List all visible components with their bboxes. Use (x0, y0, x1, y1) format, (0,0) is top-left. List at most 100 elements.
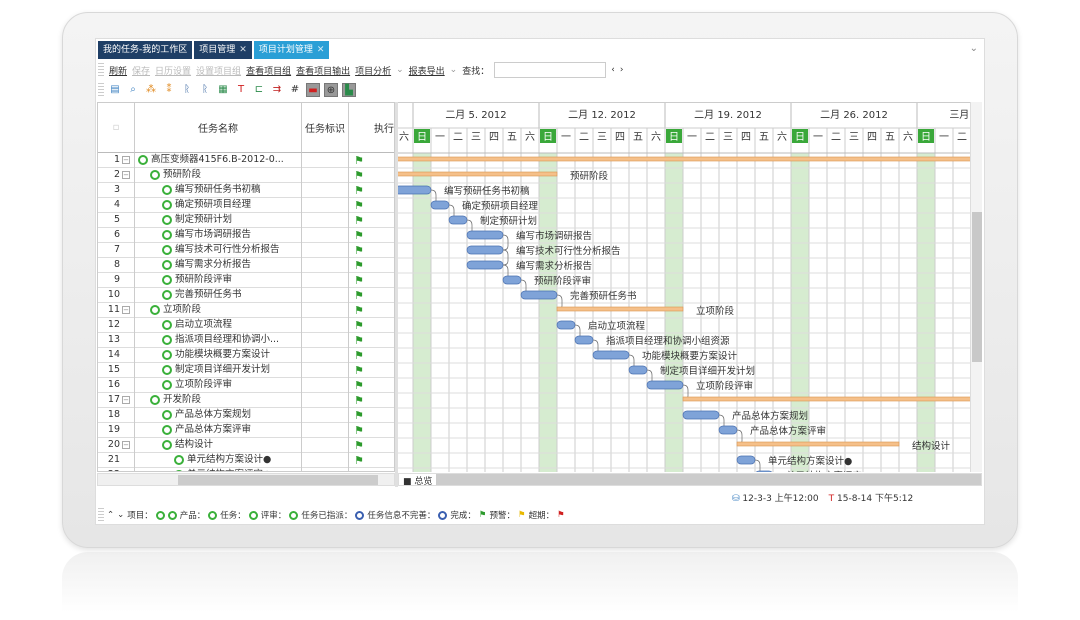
weekday-cell (828, 129, 844, 143)
split-icon[interactable]: ▦ (218, 84, 228, 95)
summary-bar[interactable] (736, 441, 900, 447)
gantt-horizontal-scrollbar[interactable]: ■ 总览 (398, 473, 982, 487)
scroll-thumb[interactable] (178, 475, 378, 485)
gantt-view-icon[interactable]: ▙ (342, 83, 356, 97)
task-bar[interactable] (736, 455, 756, 465)
print-icon[interactable]: ▤ (110, 84, 120, 95)
table-row[interactable]: 16 立项阶段评审 ⚑ (98, 378, 394, 393)
table-row[interactable]: 18 产品总体方案规划 ⚑ (98, 408, 394, 423)
scroll-thumb[interactable] (972, 212, 982, 362)
table-row[interactable]: 22 单元结构方案评审● ⚑ (98, 468, 394, 471)
task-bar[interactable] (574, 335, 594, 345)
refresh-button[interactable]: 刷新 (109, 66, 128, 77)
collapse-toggle[interactable]: − (122, 441, 130, 449)
table-row[interactable]: 2− 预研阶段 ⚑ (98, 168, 394, 183)
table-row[interactable]: 20− 结构设计 ⚑ (98, 438, 394, 453)
table-row[interactable]: 4 确定预研项目经理 ⚑ (98, 198, 394, 213)
table-row[interactable]: 10 完善预研任务书 ⚑ (98, 288, 394, 303)
table-horizontal-scrollbar[interactable] (97, 473, 395, 486)
task-bar[interactable] (682, 410, 720, 420)
close-icon[interactable]: ✕ (316, 45, 325, 55)
export-menu[interactable]: 报表导出 (408, 66, 445, 77)
task-bar[interactable] (398, 185, 432, 195)
overview-tab[interactable]: ■ 总览 (399, 474, 437, 487)
save-button[interactable]: 保存 (132, 66, 151, 77)
table-row[interactable]: 6 编写市场调研报告 ⚑ (98, 228, 394, 243)
summary-bar[interactable] (398, 156, 970, 162)
task-bar[interactable] (755, 470, 773, 472)
critical-icon[interactable]: ⇉ (272, 84, 282, 95)
chevron-down-icon[interactable]: ⌄ (117, 510, 125, 520)
analysis-menu[interactable]: 项目分析 (355, 66, 392, 77)
table-row[interactable]: 19 产品总体方案评审 ⚑ (98, 423, 394, 438)
chevron-down-icon[interactable]: ⌄ (449, 65, 458, 75)
view-group-button[interactable]: 查看项目组 (246, 66, 292, 77)
collapse-toggle[interactable]: − (122, 306, 130, 314)
task-bar[interactable] (502, 275, 522, 285)
calendar-settings-button[interactable]: 日历设置 (155, 66, 192, 77)
task-bar[interactable] (466, 260, 504, 270)
grid-icon[interactable]: # (290, 84, 300, 95)
tab-my-workspace[interactable]: 我的任务-我的工作区 (98, 41, 193, 59)
table-row[interactable]: 14 功能模块概要方案设计 ⚑ (98, 348, 394, 363)
table-row[interactable]: 12 启动立项流程 ⚑ (98, 318, 394, 333)
column-header-mark[interactable]: 任务标识 (302, 103, 349, 153)
chevron-down-icon[interactable]: ⌄ (396, 65, 404, 75)
vertical-scrollbar[interactable] (970, 102, 982, 472)
view-output-button[interactable]: 查看项目输出 (296, 66, 351, 77)
collapse-toggle[interactable]: − (122, 171, 130, 179)
search-input[interactable] (494, 62, 607, 78)
status-circle-icon (355, 510, 365, 520)
pane-splitter[interactable] (395, 102, 398, 487)
close-icon[interactable]: ✕ (239, 45, 247, 55)
table-row[interactable]: 8 编写需求分析报告 ⚑ (98, 258, 394, 273)
prev-icon[interactable]: ‹ (611, 65, 615, 75)
task-name: 确定预研项目经理 (162, 198, 298, 212)
table-row[interactable]: 17− 开发阶段 ⚑ (98, 393, 394, 408)
level-icon[interactable]: ⊏ (254, 84, 264, 95)
task-bar[interactable] (448, 215, 468, 225)
tab-project-management[interactable]: 项目管理 ✕ (194, 41, 252, 59)
unlink-icon[interactable]: ᚱ (202, 84, 208, 95)
table-row[interactable]: 21 单元结构方案设计● ⚑ (98, 453, 394, 468)
chevron-down-icon[interactable]: ⌄ (969, 43, 978, 54)
set-group-button[interactable]: 设置项目组 (196, 66, 242, 77)
chevron-up-icon[interactable]: ⌃ (107, 510, 115, 520)
collapse-toggle[interactable]: − (122, 396, 130, 404)
task-bar[interactable] (520, 290, 558, 300)
target-icon[interactable]: ⊕ (324, 83, 338, 97)
column-header-exec[interactable]: 执行 (349, 103, 394, 153)
table-row[interactable]: 1− 高压变频器415F6.B-2012-0... ⚑ (98, 153, 394, 168)
table-row[interactable]: 5 制定预研计划 ⚑ (98, 213, 394, 228)
next-icon[interactable]: › (619, 65, 624, 75)
flag-icon: ⚑ (354, 454, 364, 467)
table-row[interactable]: 3 编写预研任务书初稿 ⚑ (98, 183, 394, 198)
task-bar[interactable] (466, 245, 504, 255)
task-bar[interactable] (628, 365, 648, 375)
tab-project-plan[interactable]: 项目计划管理 ✕ (253, 41, 330, 59)
outdent-icon[interactable]: ⁑ (166, 84, 172, 95)
indent-icon[interactable]: ⁂ (146, 84, 156, 95)
column-header-name[interactable]: 任务名称 (135, 103, 302, 153)
task-bar[interactable] (556, 320, 576, 330)
task-bar[interactable] (646, 380, 684, 390)
select-all-header[interactable]: ▫ (98, 103, 135, 153)
task-bar[interactable] (592, 350, 630, 360)
task-bar[interactable] (718, 425, 738, 435)
summary-bar[interactable] (682, 396, 970, 402)
collapse-toggle[interactable]: − (122, 156, 130, 164)
table-row[interactable]: 13 指派项目经理和协调小... ⚑ (98, 333, 394, 348)
table-row[interactable]: 11− 立项阶段 ⚑ (98, 303, 394, 318)
table-row[interactable]: 9 预研阶段评审 ⚑ (98, 273, 394, 288)
today-icon[interactable]: ▬ (306, 83, 320, 97)
summary-bar[interactable] (398, 171, 558, 177)
table-row[interactable]: 7 编写技术可行性分析报告 ⚑ (98, 243, 394, 258)
filter-icon[interactable]: T (237, 84, 245, 95)
task-bar[interactable] (430, 200, 450, 210)
task-bar[interactable] (466, 230, 504, 240)
table-row[interactable]: 15 制定项目详细开发计划 ⚑ (98, 363, 394, 378)
bar-label: 制定预研计划 (480, 215, 537, 227)
preview-icon[interactable]: ⌕ (130, 84, 136, 95)
summary-bar[interactable] (556, 306, 684, 312)
link-icon[interactable]: ᚱ (184, 84, 190, 95)
